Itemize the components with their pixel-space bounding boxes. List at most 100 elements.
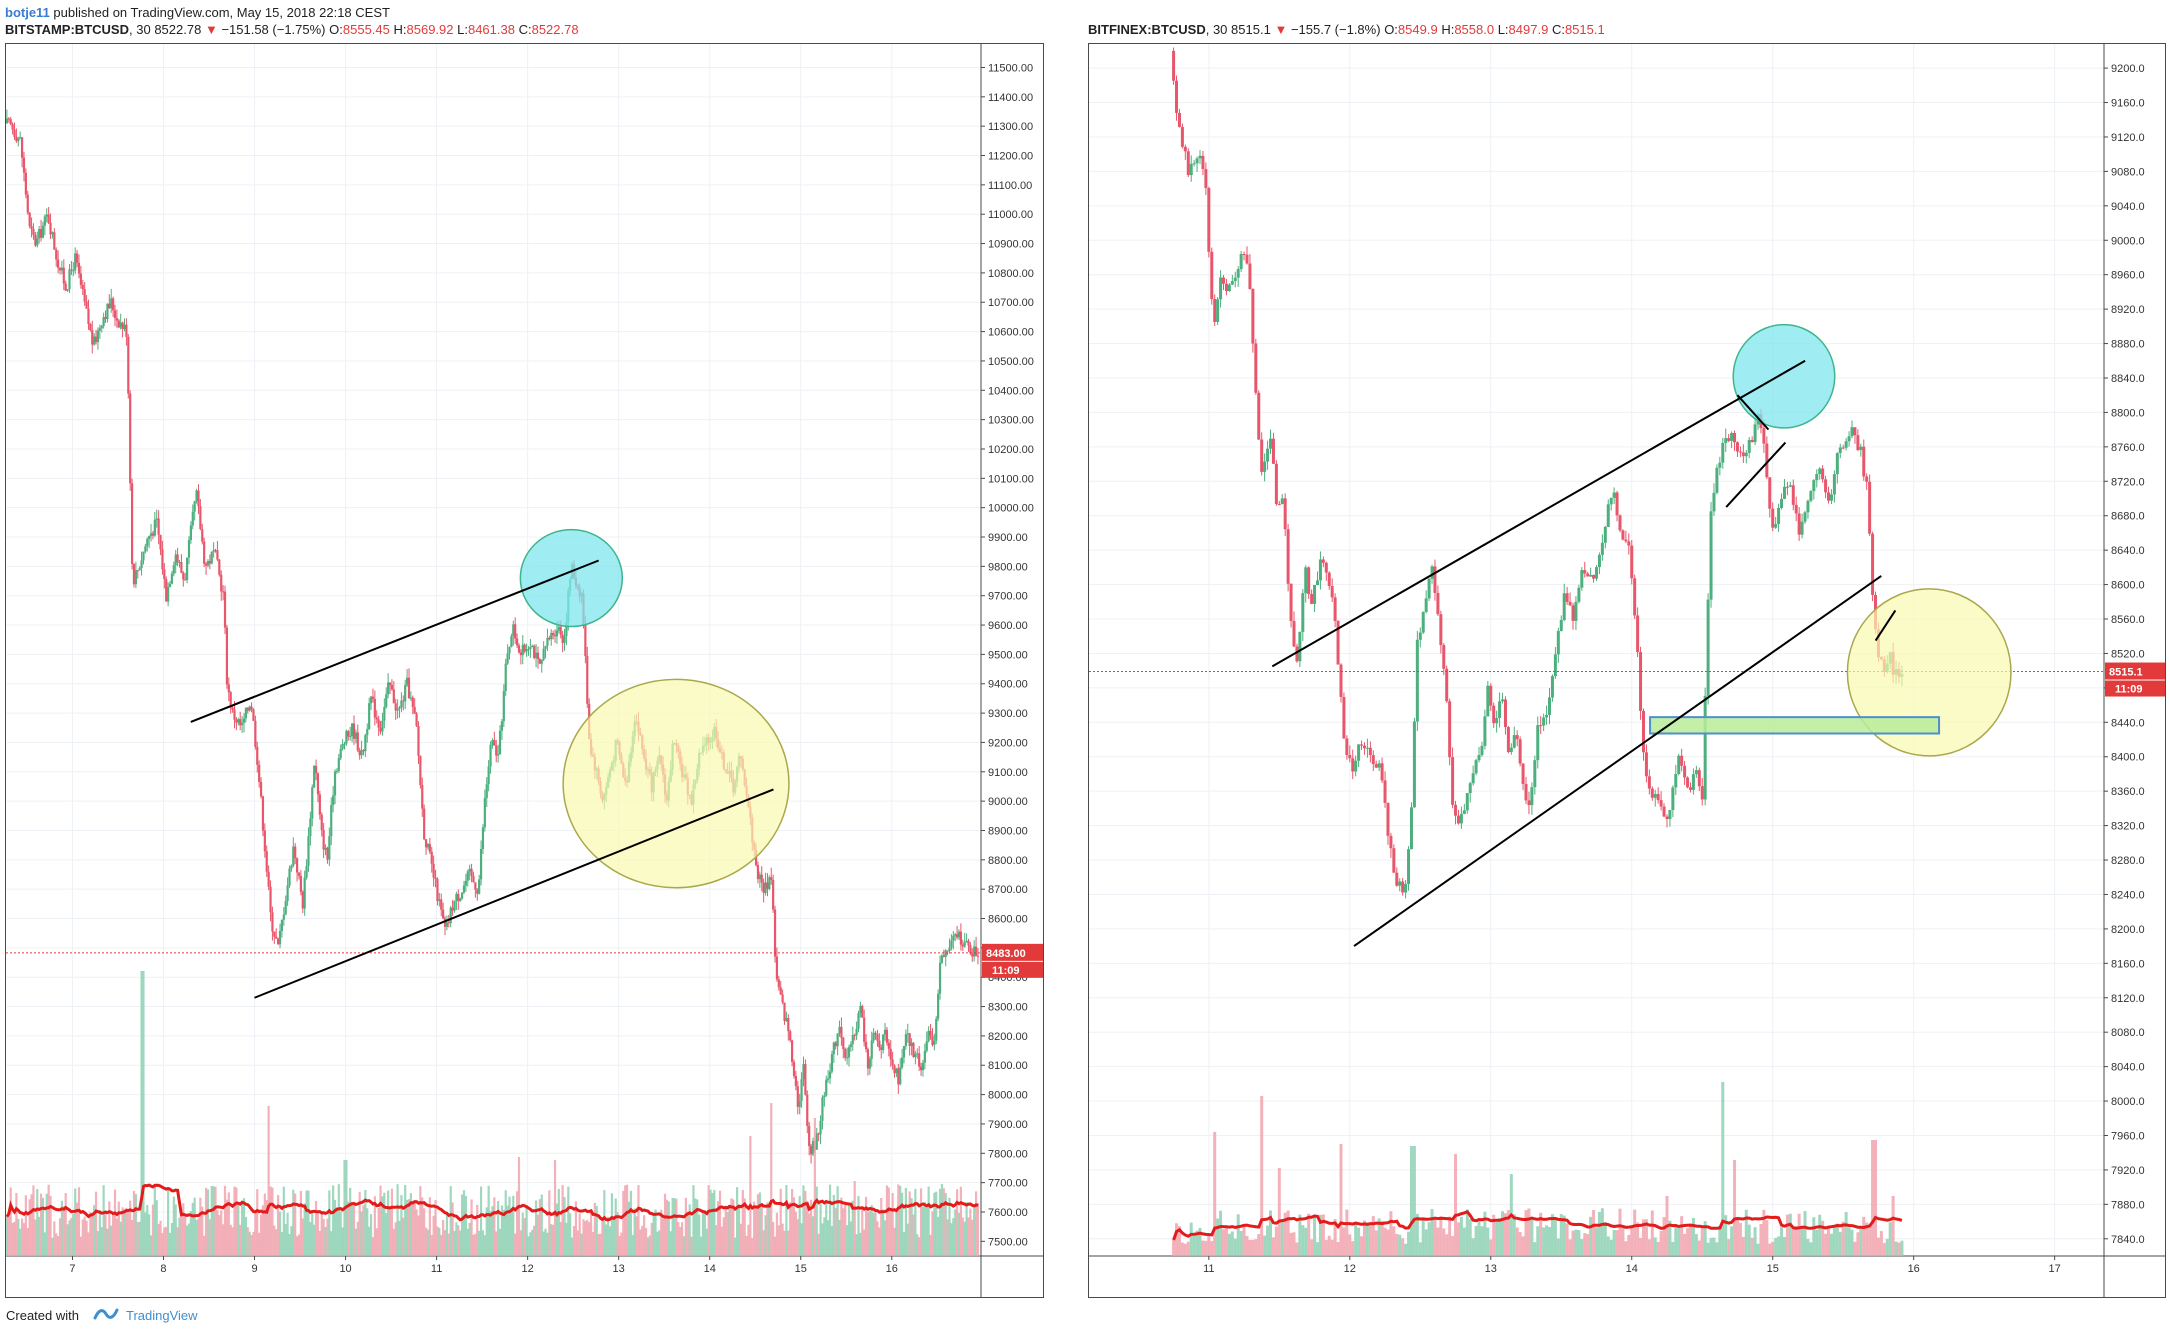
volume-bar	[885, 1185, 889, 1256]
candle-body	[239, 719, 242, 726]
y-tick-label: 9200.0	[2111, 63, 2145, 75]
volume-bar	[874, 1212, 877, 1256]
volume-bar	[515, 1191, 519, 1256]
highlight-circle-yellow	[1846, 588, 2012, 757]
candle-body	[1768, 477, 1772, 509]
volume-bar	[119, 1221, 122, 1256]
candle-body	[864, 1041, 868, 1050]
symbol-name[interactable]: BITSTAMP:BTCUSD	[5, 22, 129, 37]
candle-body	[1621, 530, 1625, 540]
volume-bar	[502, 1209, 505, 1256]
volume-bar	[1735, 1217, 1739, 1256]
volume-bar	[1639, 1237, 1643, 1256]
candle-body	[1251, 288, 1255, 344]
volume-bar	[347, 1201, 350, 1256]
candle-body	[34, 234, 37, 246]
candle-body	[1800, 521, 1804, 535]
candle-body	[1330, 586, 1334, 598]
volume-bar	[665, 1199, 669, 1256]
candle-body	[1533, 760, 1537, 788]
tradingview-logo-icon[interactable]	[93, 1307, 119, 1327]
volume-bar	[720, 1226, 724, 1256]
candle-body	[1715, 467, 1719, 493]
volume-bar	[1172, 1239, 1176, 1256]
volume-bar	[155, 1200, 158, 1256]
candle-body	[1474, 760, 1478, 774]
candle-body	[787, 1018, 790, 1032]
candle-body	[533, 645, 536, 659]
volume-bar	[1480, 1226, 1484, 1256]
high-value: H:8558.0	[1441, 22, 1495, 37]
candle-body	[305, 865, 308, 878]
volume-bar	[768, 1202, 771, 1256]
volume-bar	[72, 1213, 75, 1256]
volume-bar	[667, 1201, 670, 1256]
volume-bar	[1365, 1222, 1369, 1256]
volume-bar	[589, 1212, 593, 1256]
volume-bar	[60, 1200, 64, 1256]
volume-bar	[1207, 1234, 1211, 1256]
candle-body	[167, 586, 170, 602]
candle-body	[952, 935, 955, 941]
volume-bar	[1559, 1214, 1563, 1256]
candle-body	[250, 706, 253, 710]
volume-bar	[726, 1212, 729, 1256]
candle-body	[106, 303, 109, 320]
chart-bitstamp[interactable]: 7500.007600.007700.007800.007900.008000.…	[6, 44, 1043, 1297]
volume-bar	[872, 1212, 875, 1256]
volume-bar	[840, 1197, 843, 1256]
support-zone-box	[1649, 716, 1941, 735]
volume-bar	[1841, 1221, 1845, 1256]
volume-bar	[428, 1197, 431, 1256]
chart-panel-bitfinex[interactable]: 7840.0 7880.0 7920.0 7960.0 8000.0 8040.0 8080…	[1088, 43, 2166, 1298]
volume-bar	[1741, 1236, 1745, 1256]
volume-bar	[1351, 1241, 1355, 1256]
candle-body	[901, 1057, 904, 1068]
candle-body	[53, 232, 56, 250]
symbol-name[interactable]: BITFINEX:BTCUSD	[1088, 22, 1206, 37]
volume-bar	[1668, 1220, 1672, 1256]
volume-bar	[472, 1234, 475, 1256]
candle-body	[1827, 492, 1831, 501]
candle-body	[1688, 787, 1692, 790]
chart-panel-bitstamp[interactable]: 7500.00 7600.00 7700.00 7800.00 7900.00 8000.…	[5, 43, 1044, 1298]
volume-bar	[364, 1189, 367, 1256]
candle-body	[1559, 620, 1563, 631]
volume-bar	[165, 1226, 168, 1256]
volume-bar	[1850, 1229, 1854, 1256]
candle-body	[483, 798, 486, 828]
candle-body	[237, 719, 240, 723]
candle-body	[1871, 533, 1875, 595]
candle-body	[396, 708, 399, 711]
candle-body	[832, 1042, 835, 1055]
y-tick-label: 9000.0	[2111, 235, 2145, 247]
volume-bar	[1177, 1226, 1181, 1256]
chart-bitfinex[interactable]: 7840.07880.07920.07960.08000.08040.08080…	[1089, 44, 2165, 1297]
candle-body	[487, 766, 490, 785]
candle-body	[1659, 800, 1663, 807]
volume-bar	[1245, 1236, 1249, 1256]
author-link[interactable]: botje11	[5, 5, 50, 20]
volume-bar	[360, 1211, 363, 1256]
candle-body	[529, 647, 532, 650]
volume-bar	[948, 1197, 951, 1256]
candle-body	[1835, 453, 1839, 475]
candle-body	[1741, 452, 1745, 457]
volume-bar	[1891, 1196, 1895, 1256]
volume-bar	[1230, 1231, 1234, 1256]
candle-body	[442, 909, 445, 919]
volume-bar	[1324, 1239, 1328, 1256]
y-tick-label: 9400.00	[988, 679, 1028, 691]
volume-bar	[923, 1202, 926, 1256]
volume-bar	[1368, 1224, 1372, 1256]
candle-body	[1192, 163, 1196, 165]
volume-bar	[278, 1211, 282, 1256]
y-tick-label: 10700.00	[988, 297, 1034, 309]
interval: , 30	[1205, 22, 1228, 37]
trendline	[1353, 575, 1882, 947]
candle-body	[498, 730, 502, 755]
volume-bar	[883, 1220, 887, 1256]
volume-bar	[294, 1193, 297, 1256]
volume-bar	[75, 1202, 79, 1256]
tradingview-link[interactable]: TradingView	[126, 1308, 198, 1323]
